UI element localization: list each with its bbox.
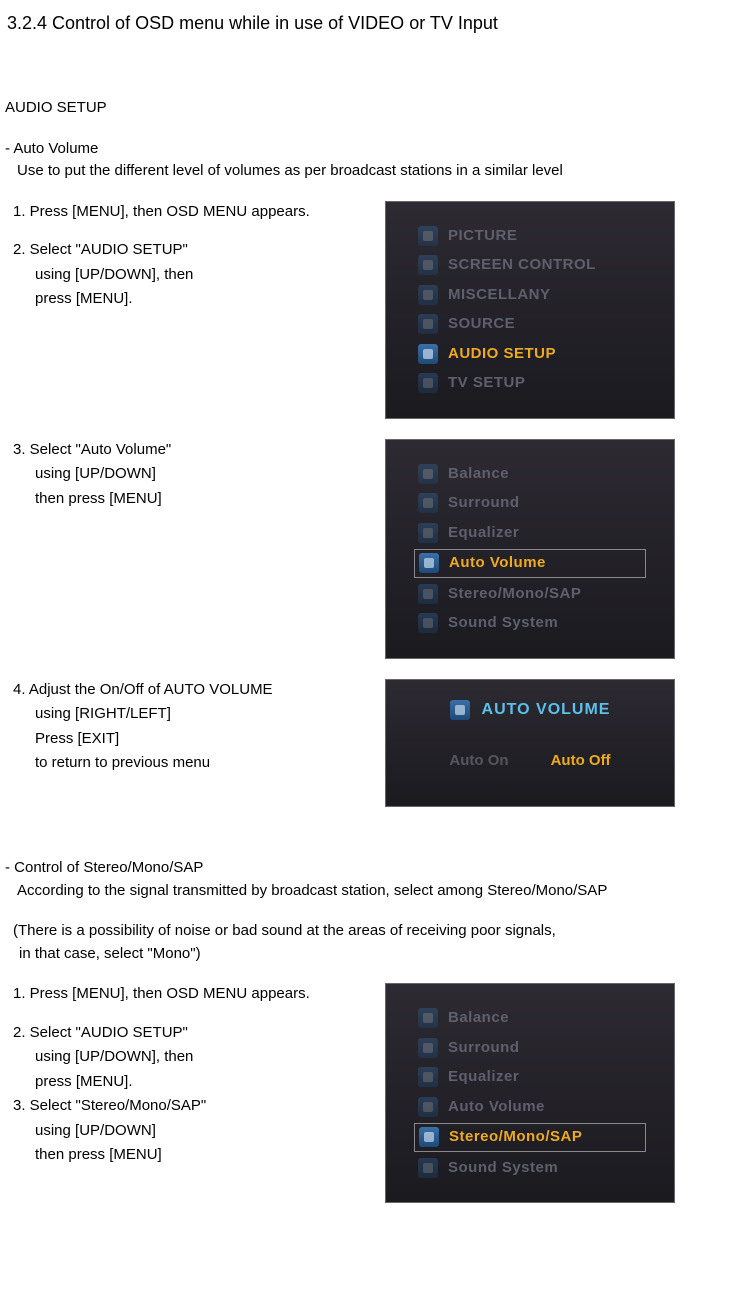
menu-icon [418, 523, 438, 543]
section-title: 3.2.4 Control of OSD menu while in use o… [5, 10, 746, 37]
step-text: then press [MENU] [13, 1144, 385, 1167]
step-text: using [UP/DOWN] [13, 1120, 385, 1143]
menu-icon [418, 344, 438, 364]
menu-icon [418, 1097, 438, 1117]
step-text: 1. Press [MENU], then OSD MENU appears. [13, 983, 385, 1006]
osd-item-label: Auto Volume [448, 1096, 545, 1119]
step-text: Press [EXIT] [13, 728, 385, 751]
menu-icon [418, 613, 438, 633]
osd-item: Equalizer [414, 520, 646, 547]
smosap-desc: According to the signal transmitted by b… [5, 880, 746, 903]
osd-opt-auto-off: Auto Off [551, 750, 611, 773]
osd-opt-auto-on: Auto On [449, 750, 508, 773]
menu-icon [418, 1038, 438, 1058]
osd-item-label: Equalizer [448, 1066, 519, 1089]
osd-item: SCREEN CONTROL [414, 252, 646, 279]
menu-icon [418, 285, 438, 305]
menu-icon [418, 1008, 438, 1028]
step-text: using [RIGHT/LEFT] [13, 703, 385, 726]
osd-menu-main: PICTURE SCREEN CONTROL MISCELLANY SOURCE… [385, 201, 675, 419]
menu-icon [418, 1158, 438, 1178]
autovol-desc: Use to put the different level of volume… [5, 160, 746, 183]
menu-icon [418, 1067, 438, 1087]
osd-item-label: Sound System [448, 612, 558, 635]
step-text: 1. Press [MENU], then OSD MENU appears. [13, 201, 385, 224]
osd-item: TV SETUP [414, 370, 646, 397]
osd-item-selected: AUDIO SETUP [414, 341, 646, 368]
osd-item-label: PICTURE [448, 225, 517, 248]
step-text: 2. Select "AUDIO SETUP" [13, 239, 385, 262]
osd-item-label: TV SETUP [448, 372, 525, 395]
step-text: 3. Select "Auto Volume" [13, 439, 385, 462]
step-text: 2. Select "AUDIO SETUP" [13, 1022, 385, 1045]
osd-item-selected: Auto Volume [414, 549, 646, 578]
osd-item: SOURCE [414, 311, 646, 338]
audio-setup-heading: AUDIO SETUP [5, 97, 746, 120]
osd-item-label: MISCELLANY [448, 284, 551, 307]
osd-item: MISCELLANY [414, 282, 646, 309]
osd-item-label: AUDIO SETUP [448, 343, 556, 366]
step-text: using [UP/DOWN] [13, 463, 385, 486]
osd-item-label: Balance [448, 1007, 509, 1030]
osd-item-label: Surround [448, 1037, 520, 1060]
osd-menu-audio-2: Balance Surround Equalizer Auto Volume S… [385, 983, 675, 1203]
osd-item-label: Stereo/Mono/SAP [448, 583, 581, 606]
osd-menu-audio: Balance Surround Equalizer Auto Volume S… [385, 439, 675, 659]
osd-panel-title: AUTO VOLUME [482, 698, 611, 722]
step-text: then press [MENU] [13, 488, 385, 511]
step-text: using [UP/DOWN], then [13, 1046, 385, 1069]
menu-icon [418, 584, 438, 604]
step-text: using [UP/DOWN], then [13, 264, 385, 287]
menu-icon [418, 493, 438, 513]
osd-item: Sound System [414, 610, 646, 637]
menu-icon [418, 226, 438, 246]
osd-item-label: Equalizer [448, 522, 519, 545]
osd-item-label: Surround [448, 492, 520, 515]
osd-item: Surround [414, 1035, 646, 1062]
menu-icon [418, 314, 438, 334]
menu-icon [450, 700, 470, 720]
osd-item: Balance [414, 1005, 646, 1032]
osd-item-selected: Stereo/Mono/SAP [414, 1123, 646, 1152]
menu-icon [418, 464, 438, 484]
osd-item-label: Auto Volume [449, 552, 546, 575]
step-text: press [MENU]. [13, 288, 385, 311]
osd-item-label: Stereo/Mono/SAP [449, 1126, 582, 1149]
osd-item-label: SCREEN CONTROL [448, 254, 596, 277]
autovol-title: - Auto Volume [5, 138, 746, 161]
osd-auto-volume-panel: AUTO VOLUME Auto On Auto Off [385, 679, 675, 808]
osd-item: Surround [414, 490, 646, 517]
step-text: 4. Adjust the On/Off of AUTO VOLUME [13, 679, 385, 702]
osd-item: Equalizer [414, 1064, 646, 1091]
osd-item: Sound System [414, 1155, 646, 1182]
smosap-title: - Control of Stereo/Mono/SAP [5, 857, 746, 880]
menu-icon [419, 1127, 439, 1147]
smosap-note: in that case, select "Mono") [5, 943, 746, 966]
step-text: 3. Select "Stereo/Mono/SAP" [13, 1095, 385, 1118]
menu-icon [419, 553, 439, 573]
step-text: to return to previous menu [13, 752, 385, 775]
step-text: press [MENU]. [13, 1071, 385, 1094]
osd-item: Stereo/Mono/SAP [414, 581, 646, 608]
osd-item-label: Sound System [448, 1157, 558, 1180]
osd-item: Auto Volume [414, 1094, 646, 1121]
osd-item: Balance [414, 461, 646, 488]
smosap-note: (There is a possibility of noise or bad … [5, 920, 746, 943]
menu-icon [418, 373, 438, 393]
osd-item-label: Balance [448, 463, 509, 486]
menu-icon [418, 255, 438, 275]
osd-item-label: SOURCE [448, 313, 515, 336]
osd-item: PICTURE [414, 223, 646, 250]
